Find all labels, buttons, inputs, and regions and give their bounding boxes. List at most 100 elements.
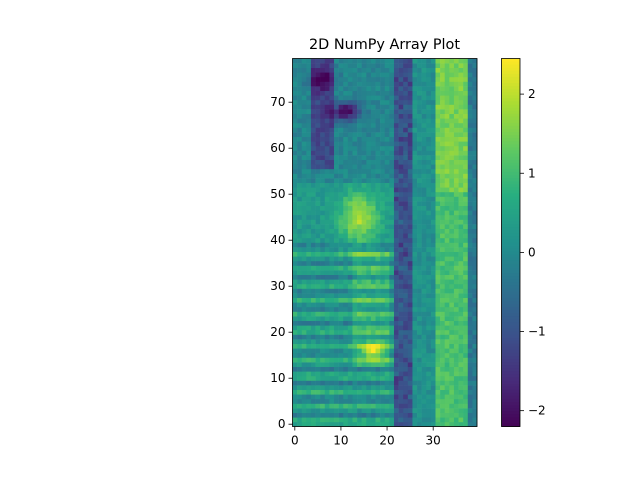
heatmap-cell [458,352,464,358]
heatmap-cell [352,293,358,298]
heatmap-cell [435,136,441,142]
heatmap-cell [361,86,367,91]
heatmap-cell [366,228,372,234]
heatmap-cell [463,150,469,156]
heatmap-cell [389,380,395,386]
heatmap-cell [398,293,404,298]
heatmap-cell [310,104,316,110]
heatmap-cell [472,288,478,294]
heatmap-cell [421,155,427,160]
heatmap-cell [310,270,316,275]
heatmap-cell [310,118,316,124]
heatmap-cell [306,320,312,326]
heatmap-cell [329,398,335,404]
heatmap-cell [435,403,441,409]
heatmap-cell [426,191,432,197]
heatmap-cell [292,145,298,151]
heatmap-cell [297,274,303,280]
heatmap-cell [393,122,399,128]
heatmap-cell [472,385,478,390]
heatmap-cell [310,210,316,216]
heatmap-cell [412,343,418,349]
heatmap-cell [467,99,473,105]
heatmap-cell [361,99,367,105]
heatmap-cell [467,251,473,257]
heatmap-cell [426,417,432,423]
heatmap-cell [444,132,450,137]
heatmap-cell [347,260,353,266]
heatmap-cell [352,187,358,193]
heatmap-cell [467,81,473,87]
heatmap-cell [435,224,441,229]
heatmap-cell [361,311,367,317]
heatmap-cell [417,86,422,91]
heatmap-cell [463,81,469,87]
heatmap-cell [449,274,455,280]
heatmap-cell [297,357,303,363]
heatmap-cell [329,412,335,418]
heatmap-cell [370,95,376,101]
heatmap-cell [393,205,399,211]
heatmap-cell [407,182,413,188]
heatmap-cell [389,127,395,133]
heatmap-cell [380,164,386,170]
heatmap-cell [393,224,399,229]
heatmap-cell [366,58,372,64]
heatmap-cell [412,81,418,87]
heatmap-cell [398,270,404,275]
heatmap-cell [453,214,459,220]
heatmap-cell [412,394,418,400]
heatmap-cell [421,403,427,409]
heatmap-cell [430,237,436,243]
heatmap-cell [320,242,326,248]
heatmap-cell [347,362,353,367]
heatmap-cell [315,408,321,413]
heatmap-cell [329,145,335,151]
heatmap-cell [389,329,395,335]
heatmap-cell [310,132,316,137]
heatmap-cell [329,283,335,289]
heatmap-cell [412,233,418,239]
heatmap-cell [297,320,303,326]
heatmap-cell [412,178,418,183]
heatmap-cell [389,256,395,262]
heatmap-cell [297,408,303,413]
heatmap-cell [329,191,335,197]
heatmap-cell [343,196,349,202]
heatmap-cell [384,63,390,68]
heatmap-cell [421,297,427,303]
heatmap-cell [343,394,349,400]
colorbar-gradient-band [501,263,520,268]
colorbar-gradient-band [501,306,520,311]
heatmap-cell [472,237,478,243]
heatmap-cell [467,237,473,243]
heatmap-cell [467,325,473,331]
heatmap-cell [472,201,478,206]
heatmap-cell [320,141,326,147]
heatmap-cell [430,348,436,354]
heatmap-cell [467,136,473,142]
heatmap-cell [292,187,298,193]
heatmap-cell [426,159,432,165]
colorbar-gradient-band [501,368,520,372]
heatmap-cell [320,352,326,358]
heatmap-cell [417,63,422,68]
heatmap-cell [463,256,469,262]
heatmap-cell [315,127,321,133]
heatmap-cell [453,421,459,427]
heatmap-cell [361,371,367,377]
heatmap-cell [463,302,469,308]
heatmap-cell [301,302,307,308]
heatmap-cell [347,99,353,105]
heatmap-cell [444,237,450,243]
heatmap-cell [334,362,339,367]
heatmap-cell [338,196,344,202]
heatmap-cell [315,366,321,372]
heatmap-cell [384,150,390,156]
heatmap-cell [463,168,469,174]
heatmap-cell [310,145,316,151]
heatmap-cell [458,201,464,206]
heatmap-cell [352,76,358,82]
heatmap-cell [444,306,450,312]
heatmap-cell [449,81,455,87]
